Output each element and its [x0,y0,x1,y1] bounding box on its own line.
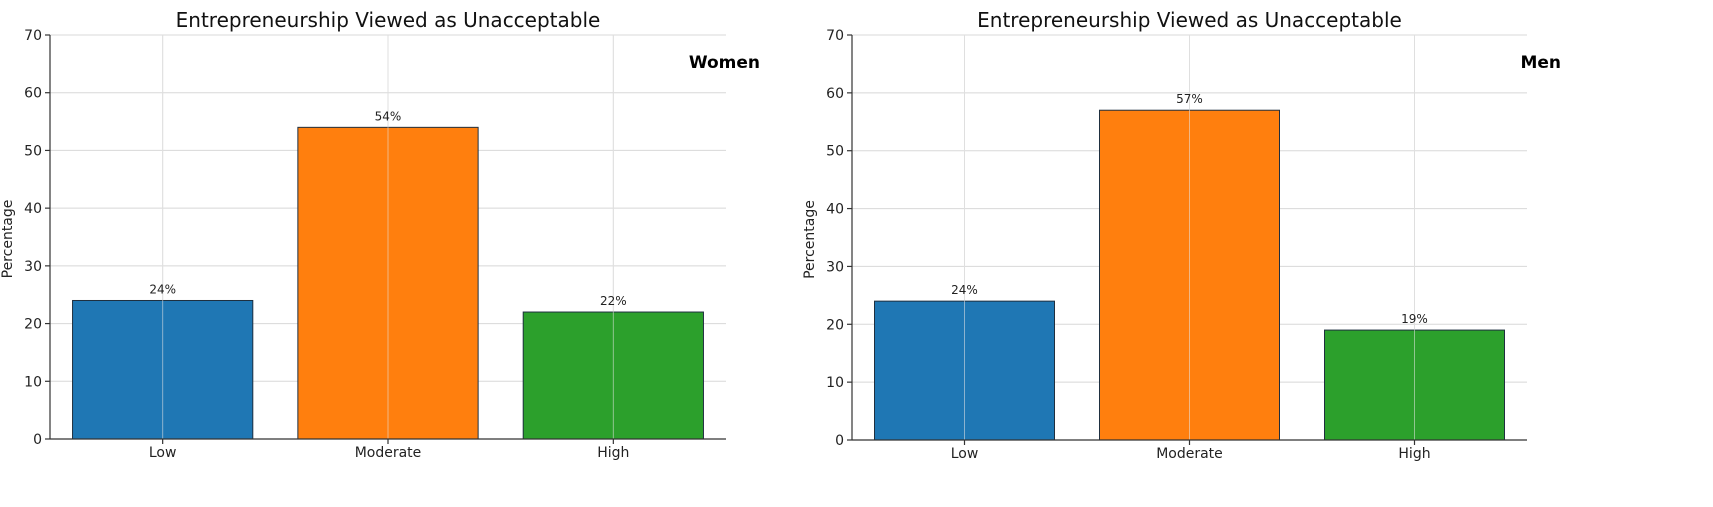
y-tick-label: 30 [24,259,42,275]
x-tick-label: Low [951,446,979,462]
y-tick-label: 0 [33,432,42,448]
chart-panel-2: 24% 57% 19% 0 10 20 30 40 50 60 70 Low Moderate High E… [802,8,1561,462]
value-label: 24% [149,282,176,296]
chart-title: Entrepreneurship Viewed as Unacceptable [977,8,1402,32]
chart-panel-1: 24% 54% 22% 0 10 20 30 40 50 60 70 Low Moderate High E… [0,8,760,461]
y-tick-label: 70 [826,28,844,44]
y-tick-label: 20 [24,317,42,333]
x-tick-label: High [1398,446,1430,462]
value-label: 54% [375,109,402,123]
y-tick-label: 20 [826,317,844,333]
panel-label: Women [689,53,760,73]
chart-title: Entrepreneurship Viewed as Unacceptable [176,8,601,32]
y-axis-label: Percentage [0,200,16,279]
y-tick-label: 60 [826,86,844,102]
x-tick-label: High [597,445,629,461]
y-tick-label: 50 [826,144,844,160]
y-tick-label: 50 [24,143,42,159]
value-label: 57% [1176,92,1203,106]
x-tick-label: Moderate [355,445,422,461]
panel-label: Men [1520,53,1561,73]
x-tick-label: Moderate [1156,446,1223,462]
y-tick-label: 10 [826,375,844,391]
y-tick-label: 70 [24,28,42,44]
value-label: 19% [1401,312,1428,326]
y-tick-label: 40 [24,201,42,217]
y-axis-label: Percentage [802,200,818,279]
value-label: 22% [600,294,627,308]
y-tick-label: 0 [835,433,844,449]
y-tick-label: 30 [826,259,844,275]
y-tick-label: 10 [24,374,42,390]
y-tick-label: 40 [826,202,844,218]
x-tick-label: Low [149,445,177,461]
y-tick-label: 60 [24,86,42,102]
value-label: 24% [951,283,978,297]
